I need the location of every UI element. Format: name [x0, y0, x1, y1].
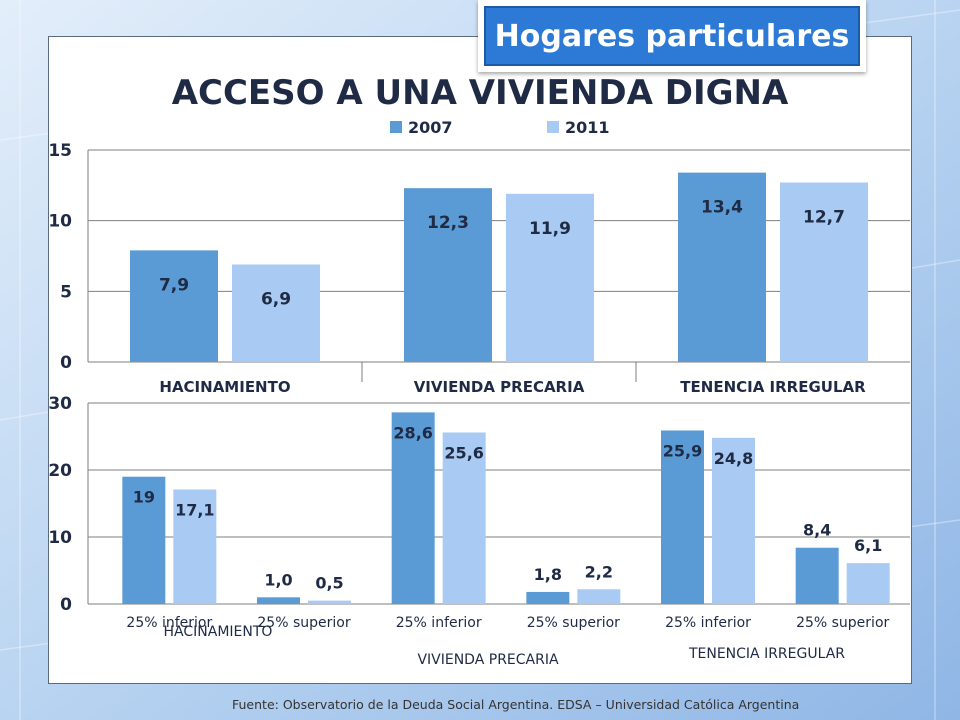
chart1-y-tick: 5	[60, 282, 72, 302]
chart1-data-label: 13,4	[701, 198, 743, 218]
chart2-category-label: 25% superior	[796, 615, 889, 631]
chart2-group-label: TENENCIA IRREGULAR	[688, 646, 845, 662]
chart2-bar-2011	[846, 563, 890, 604]
chart1-y-tick: 0	[60, 353, 72, 373]
chart2-group-label: HACINAMIENTO	[164, 624, 273, 640]
chart2-y-tick: 0	[60, 595, 72, 615]
chart1-bar-2011	[232, 264, 320, 362]
chart1-bar-2011	[506, 193, 594, 362]
chart2-data-label: 2,2	[585, 562, 613, 581]
chart2-y-tick: 10	[48, 528, 72, 548]
chart2-bar-2007	[795, 547, 839, 604]
chart1-category-label: VIVIENDA PRECARIA	[414, 378, 585, 396]
chart2-bar-2011	[712, 437, 755, 604]
chart1-data-label: 12,7	[803, 208, 845, 228]
chart2-category-label: 25% inferior	[665, 615, 751, 631]
chart2-bar-2011	[577, 589, 621, 604]
chart1-bar-2007	[404, 188, 492, 362]
chart2-category-label: 25% superior	[257, 615, 350, 631]
chart2-data-label: 8,4	[803, 521, 831, 540]
chart2-data-label: 1,8	[534, 565, 562, 584]
chart1-bar-2007	[130, 250, 218, 362]
chart2-data-label: 25,9	[663, 441, 702, 460]
legend-label-2011: 2011	[565, 118, 610, 137]
chart2-y-tick: 30	[48, 394, 72, 414]
chart2-data-label: 28,6	[393, 423, 432, 442]
chart2-bar-2007	[257, 597, 300, 604]
chart2-data-label: 24,8	[714, 449, 753, 468]
chart1-y-tick: 10	[48, 212, 72, 232]
chart2-data-label: 0,5	[315, 574, 343, 593]
chart1-y-tick: 15	[48, 141, 72, 161]
chart2-bar-2011	[442, 432, 486, 604]
chart2-data-label: 1,0	[264, 570, 292, 589]
badge-label: Hogares particulares	[484, 6, 860, 66]
chart2-bar-2011	[173, 489, 217, 604]
chart1-data-label: 12,3	[427, 213, 469, 233]
legend-swatch-2011	[547, 121, 559, 133]
chart1-category-label: HACINAMIENTO	[159, 378, 290, 396]
chart2-bar-2007	[391, 412, 435, 604]
legend-label-2007: 2007	[408, 118, 453, 137]
source-note: Fuente: Observatorio de la Deuda Social …	[232, 697, 800, 712]
header-badge: Hogares particulares	[478, 0, 866, 72]
chart1-data-label: 11,9	[529, 219, 571, 239]
chart1-data-label: 7,9	[159, 275, 189, 295]
chart1-bar-2007	[678, 172, 766, 362]
chart-title: ACCESO A UNA VIVIENDA DIGNA	[172, 73, 789, 113]
chart2-data-label: 6,1	[854, 536, 882, 555]
chart2-bar-2007	[122, 476, 166, 604]
chart2-data-label: 25,6	[444, 443, 483, 462]
chart2-data-label: 17,1	[175, 500, 214, 519]
chart2-category-label: 25% superior	[527, 615, 620, 631]
chart2-bar-2007	[661, 430, 704, 604]
chart2-category-label: 25% inferior	[396, 615, 482, 631]
chart2-group-label: VIVIENDA PRECARIA	[417, 652, 559, 668]
chart2-category-label: 25% inferior	[126, 615, 212, 631]
chart2-data-label: 19	[133, 488, 155, 507]
chart1-bar-2011	[780, 182, 868, 362]
chart2-bar-2011	[308, 600, 351, 604]
chart1-category-label: TENENCIA IRREGULAR	[680, 378, 866, 396]
chart2-y-tick: 20	[48, 461, 72, 481]
legend-swatch-2007	[390, 121, 402, 133]
chart1-data-label: 6,9	[261, 289, 291, 309]
chart2-bar-2007	[526, 591, 570, 604]
